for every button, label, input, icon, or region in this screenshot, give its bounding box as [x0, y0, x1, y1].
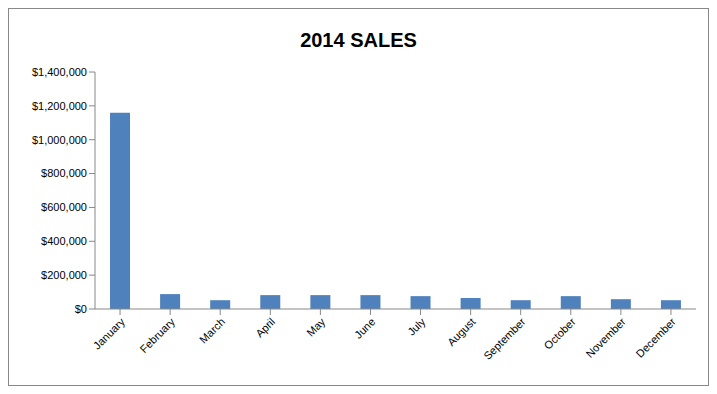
svg-text:June: June	[352, 315, 377, 340]
svg-text:$0: $0	[75, 303, 87, 315]
svg-text:$1,400,000: $1,400,000	[32, 66, 87, 78]
svg-text:$1,200,000: $1,200,000	[32, 100, 87, 112]
svg-text:August: August	[445, 315, 478, 348]
svg-text:March: March	[197, 315, 227, 345]
svg-text:November: November	[583, 315, 628, 360]
svg-text:February: February	[137, 315, 177, 355]
svg-text:July: July	[405, 315, 428, 338]
svg-text:$1,000,000: $1,000,000	[32, 134, 87, 146]
svg-text:$800,000: $800,000	[41, 167, 87, 179]
svg-text:January: January	[91, 315, 128, 352]
svg-text:September: September	[481, 315, 528, 362]
svg-text:$200,000: $200,000	[41, 269, 87, 281]
svg-text:$600,000: $600,000	[41, 201, 87, 213]
html-text:2014 SALES: 2014 SALES	[300, 29, 417, 51]
svg-text:October: October	[542, 315, 578, 351]
svg-text:$400,000: $400,000	[41, 235, 87, 247]
svg-text:May: May	[304, 315, 328, 339]
svg-text:April: April	[253, 315, 277, 339]
svg-text:December: December	[634, 315, 679, 360]
